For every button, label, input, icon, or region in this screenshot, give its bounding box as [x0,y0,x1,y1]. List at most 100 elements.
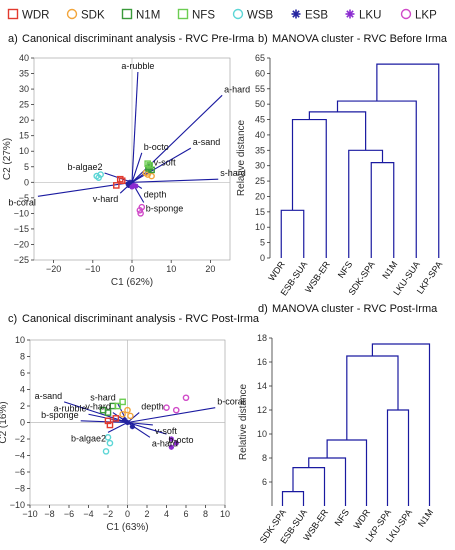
x-tick-label: 8 [203,509,208,519]
point-lku [173,440,179,446]
panel-b-dendrogram: b) MANOVA cluster - RVC Before Irma 0 5 10 15… [236,33,448,298]
point-wdr [112,415,120,422]
point-lku-stroke [173,440,179,446]
point-lku [168,436,174,442]
vector-label-a-sand: a-sand [35,391,63,401]
point-lku [129,184,135,190]
y-tick-label: 40 [255,130,265,140]
dendrogram-link [336,100,417,258]
vector-label-s-hard: s-hard [220,168,246,178]
point-lku-stroke [133,183,139,189]
y-tick-label: −10 [10,500,25,510]
dendrogram-link [308,111,367,151]
x-tick-label: −2 [103,509,113,519]
y-tick-label: 10 [15,335,25,345]
y-tick-label: 35 [255,145,265,155]
y-tick-label: −6 [15,467,25,477]
point-lkp [137,210,144,217]
vector-label-b-octo: b-octo [144,142,169,152]
vector-label-depth: depth [141,402,164,412]
legend-label-wsb: WSB [247,10,274,22]
y-tick-label: −8 [15,484,25,494]
y-tick-label: −2 [15,434,25,444]
vector-label-a-rubble: a-rubble [53,403,86,413]
x-tick-label: 10 [220,509,230,519]
point-esb-stroke [126,183,132,188]
vector-label-v-hard: v-hard [93,194,119,204]
y-tick-label: −4 [15,451,25,461]
point-sdk [119,410,126,418]
y-tick-label: 25 [19,100,29,110]
point-nfs [146,161,153,169]
point-lku-stroke [168,444,174,450]
dendrogram-link [291,118,327,258]
leaf-label-nfs: NFS [333,507,352,527]
leaf-label-n1m: N1M [416,507,435,528]
panel-title: MANOVA cluster - RVC Post-Irma [272,303,438,315]
y-tick-label: 10 [257,429,267,439]
point-wsb [97,171,104,178]
y-tick-label: 18 [257,333,267,343]
legend-marker-nfs [177,8,189,20]
point-nfs [119,398,126,406]
y-tick-label: 6 [262,477,267,487]
vector-a-sand [131,147,192,183]
point-lku [168,444,174,450]
x-tick-label: −8 [44,509,54,519]
panel-title: Canonical discriminant analysis - RVC Pr… [22,33,255,45]
legend-marker-esb-stroke [292,10,300,18]
dendrogram-link [326,439,368,506]
dendrogram-link [371,343,431,506]
y-tick-label: 14 [257,381,267,391]
y-axis-label: C2 (27%) [2,138,13,180]
panel-c-scatter: c) Canonical discriminant analysis - RVC … [0,313,260,533]
legend-marker-sdk [66,8,78,20]
legend-label-n1m: N1M [136,10,160,22]
x-tick-label: −10 [85,264,100,274]
x-axis-label: C1 (63%) [106,522,148,533]
y-axis-label: Relative distance [236,119,247,196]
panel-a-scatter: a) Canonical discriminant analysis - RVC … [2,33,255,288]
legend: WDR SDK N1M NFS WSB ESB LKU LKP [7,8,437,22]
x-tick-label: −20 [46,264,61,274]
vector-label-s-hard: s-hard [90,393,116,403]
legend-label-lkp: LKP [415,10,437,22]
point-wsb [104,434,112,441]
y-tick-label: −25 [14,255,29,265]
vector-label-a-hard: a-hard [224,84,250,94]
vector-label-a-sand: a-sand [193,137,221,147]
y-tick-label: 2 [20,401,25,411]
y-tick-label: 6 [20,368,25,378]
y-tick-label: 0 [24,177,29,187]
leaf-label-wdr: WDR [266,259,287,283]
panel-letter: c) [8,313,17,325]
y-tick-label: 8 [20,352,25,362]
point-esb [129,424,135,430]
y-tick-label: 8 [262,453,267,463]
point-esb-stroke [125,420,130,425]
dendrogram-link [280,209,305,258]
y-tick-label: 15 [19,131,29,141]
vector-b-sponge [80,420,128,424]
x-tick-label: 2 [144,509,149,519]
point-esb-stroke [129,424,135,430]
vector-label-v-hard: v-hard [85,402,111,412]
x-tick-label: −10 [22,509,37,519]
y-axis-label: C2 (16%) [0,401,9,443]
point-nfs [114,402,122,410]
y-tick-label: 30 [255,161,265,171]
vector-v-soft [127,421,153,426]
vector-b-octo [127,421,167,435]
x-tick-label: 6 [183,509,188,519]
point-esb-stroke [122,417,127,423]
panel-letter: d) [258,303,268,315]
panel-title: MANOVA cluster - RVC Before Irma [272,33,448,45]
x-tick-label: 4 [164,509,169,519]
x-tick-label: −4 [83,509,93,519]
dendrogram-link [376,63,440,258]
y-tick-label: 20 [255,191,265,201]
point-sdk [124,406,131,414]
vector-b-coral [37,181,133,197]
vector-s-hard [131,178,219,183]
